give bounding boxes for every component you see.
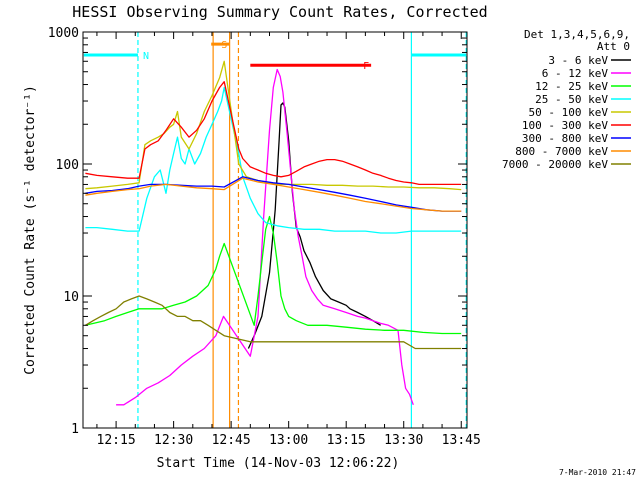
flag-bar-label: N [143, 51, 149, 62]
x-tick-label: 13:45 [442, 433, 481, 448]
chart-title: HESSI Observing Summary Count Rates, Cor… [72, 3, 487, 21]
series-line [85, 86, 462, 234]
series-line [85, 295, 462, 350]
series-lines [85, 60, 462, 406]
flag-bar-label: F [363, 61, 369, 72]
plot-frame [82, 31, 468, 429]
legend-label: 800 - 7000 keV [515, 145, 608, 158]
legend-label: 100 - 300 keV [522, 119, 608, 132]
flag-bars: N S F [83, 32, 467, 428]
series-line [247, 102, 382, 349]
y-tick-label: 10 [63, 290, 79, 305]
legend-header: Att 0 [597, 40, 630, 53]
y-axis-label: Corrected Count Rate (s⁻¹ detector⁻¹) [23, 85, 38, 375]
series-line [85, 177, 462, 212]
y-axis: 1 10 100 1000 [48, 26, 467, 437]
legend-header: Det 1,3,4,5,6,9, [524, 28, 630, 41]
x-tick-label: 12:15 [97, 433, 136, 448]
legend-label: 3 - 6 keV [548, 54, 608, 67]
legend-label: 6 - 12 keV [542, 67, 609, 80]
x-tick-label: 13:30 [384, 433, 423, 448]
x-tick-label: 13:15 [327, 433, 366, 448]
series-line [85, 60, 462, 191]
series-line [85, 176, 462, 212]
series-line [85, 215, 462, 335]
legend-label: 25 - 50 keV [535, 93, 608, 106]
x-axis: 12:15 12:30 12:45 13:00 13:15 13:30 13:45 [96, 32, 481, 448]
x-tick-label: 12:30 [154, 433, 193, 448]
timestamp: 7-Mar-2010 21:47 [559, 468, 636, 477]
legend-label: 50 - 100 keV [529, 106, 609, 119]
series-line [116, 68, 414, 406]
series-line [85, 81, 462, 186]
legend-label: 300 - 800 keV [522, 132, 608, 145]
x-tick-label: 13:00 [269, 433, 308, 448]
legend-label: 12 - 25 keV [535, 80, 608, 93]
legend-label: 7000 - 20000 keV [502, 158, 608, 171]
y-tick-label: 1000 [48, 26, 79, 41]
y-tick-label: 100 [56, 158, 79, 173]
x-tick-label: 12:45 [212, 433, 251, 448]
y-tick-label: 1 [71, 422, 79, 437]
x-axis-label: Start Time (14-Nov-03 12:06:22) [157, 456, 400, 471]
flag-bar-label: S [221, 40, 227, 51]
